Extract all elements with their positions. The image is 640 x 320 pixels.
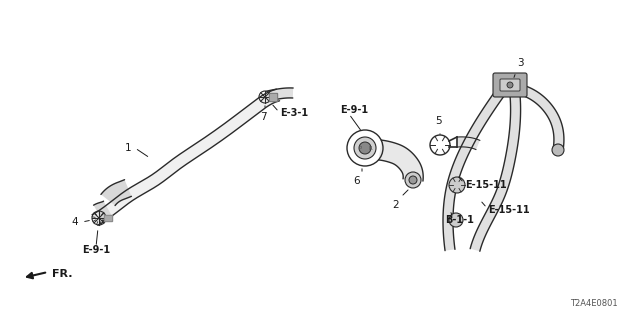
Polygon shape	[93, 201, 113, 221]
Circle shape	[405, 172, 421, 188]
Text: 5: 5	[435, 116, 442, 126]
Circle shape	[507, 82, 513, 88]
Text: 4: 4	[72, 217, 78, 227]
Polygon shape	[267, 88, 293, 101]
Circle shape	[354, 137, 376, 159]
Text: E-9-1: E-9-1	[82, 245, 110, 255]
Text: B-1-1: B-1-1	[445, 215, 474, 225]
Text: FR.: FR.	[52, 269, 72, 279]
FancyBboxPatch shape	[500, 79, 520, 91]
Circle shape	[409, 176, 417, 184]
Circle shape	[359, 142, 371, 154]
Bar	[270, 94, 276, 100]
Polygon shape	[92, 89, 280, 225]
Text: 6: 6	[354, 176, 360, 186]
Text: E-3-1: E-3-1	[280, 108, 308, 118]
Circle shape	[449, 177, 465, 193]
Text: E-15-11: E-15-11	[465, 180, 507, 190]
Polygon shape	[520, 85, 564, 151]
Bar	[104, 215, 112, 221]
Text: T2A4E0801: T2A4E0801	[570, 299, 618, 308]
Polygon shape	[443, 90, 504, 251]
Polygon shape	[458, 137, 480, 150]
Bar	[105, 216, 111, 220]
Text: P: P	[358, 147, 362, 151]
Bar	[269, 93, 277, 101]
Text: 1: 1	[125, 143, 132, 153]
Text: 3: 3	[516, 58, 524, 68]
Text: 2: 2	[393, 200, 399, 210]
Text: R: R	[368, 147, 372, 151]
Polygon shape	[379, 140, 423, 181]
Text: E-9-1: E-9-1	[340, 105, 368, 115]
FancyBboxPatch shape	[493, 73, 527, 97]
Polygon shape	[470, 95, 520, 251]
Text: 7: 7	[260, 112, 266, 122]
Circle shape	[552, 144, 564, 156]
Text: E-15-11: E-15-11	[488, 205, 530, 215]
Circle shape	[449, 213, 463, 227]
Polygon shape	[101, 180, 131, 205]
